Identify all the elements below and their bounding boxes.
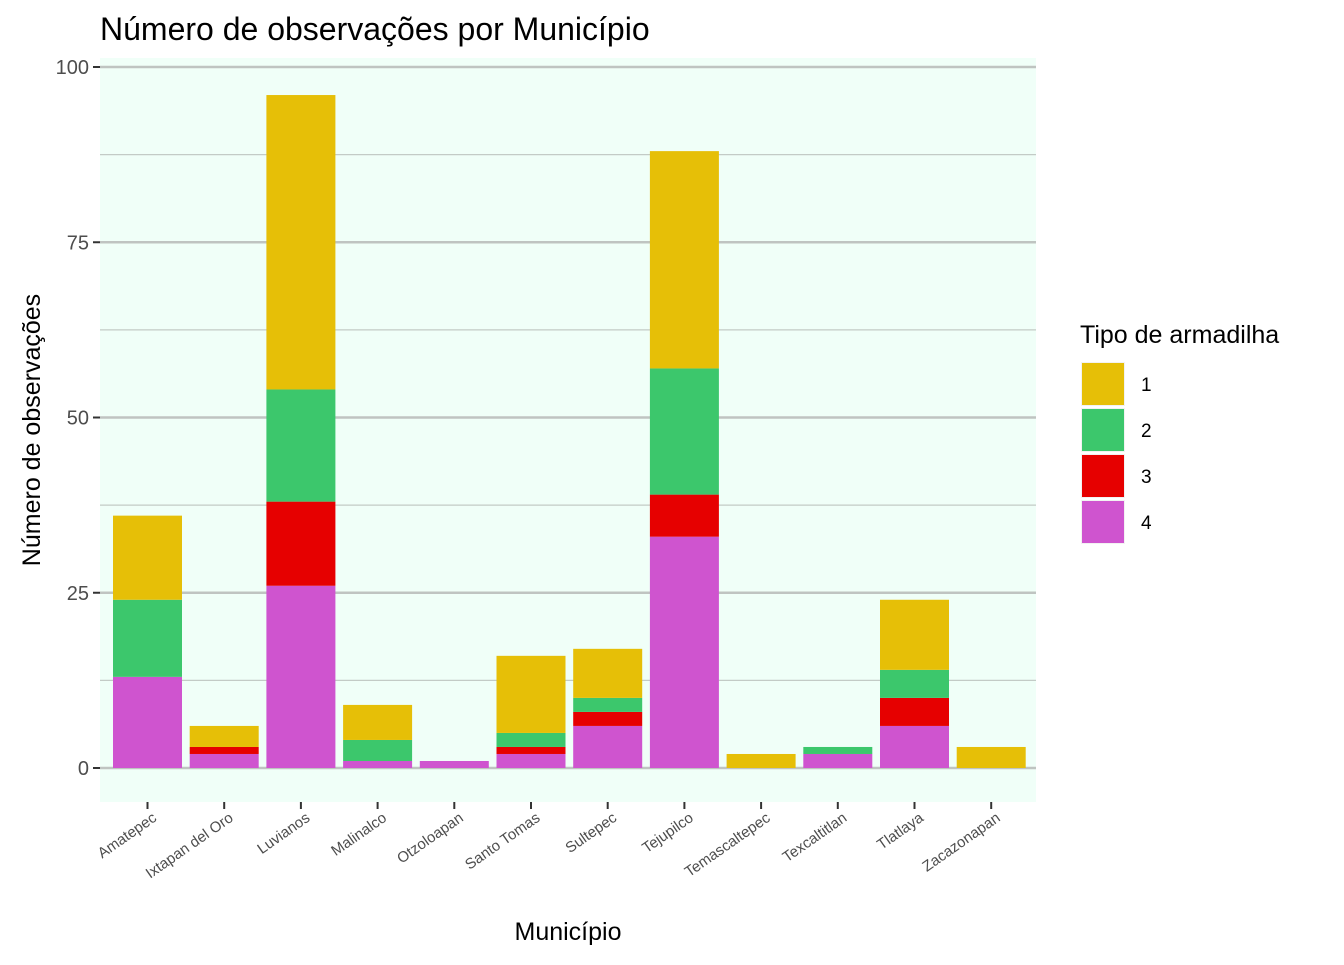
bar-segment xyxy=(419,760,489,768)
x-tick-label: Zacazonapan xyxy=(919,809,1003,875)
bar-segment xyxy=(266,585,336,768)
bar-segment xyxy=(266,501,336,586)
bar-segment xyxy=(189,746,259,754)
bar-segment xyxy=(113,599,182,677)
bar-segment xyxy=(113,515,182,600)
bar-segment xyxy=(649,494,719,537)
bar-segment xyxy=(266,389,336,502)
bar-segment xyxy=(880,599,949,670)
bar-segment xyxy=(880,669,949,698)
x-tick-label: Sultepec xyxy=(562,809,620,857)
bar-segment xyxy=(266,95,336,390)
bar-segment xyxy=(803,746,873,754)
y-axis: 0 25 50 75 100 xyxy=(56,57,100,780)
bar-segment xyxy=(573,648,643,698)
y-tick-label: 0 xyxy=(78,758,89,780)
legend-swatch xyxy=(1082,455,1124,497)
bar-segment xyxy=(649,151,719,369)
bar-segment xyxy=(880,725,949,768)
legend-label: 2 xyxy=(1141,421,1152,442)
grid-layer xyxy=(100,65,1036,770)
bar-segment xyxy=(726,753,796,768)
bar-segment xyxy=(573,725,643,768)
legend-label: 3 xyxy=(1141,467,1152,488)
legend-swatch xyxy=(1082,501,1124,543)
bar-segment xyxy=(496,732,566,747)
bar-segment xyxy=(496,746,566,754)
x-tick-label: Tejupilco xyxy=(639,809,697,856)
bar-segment xyxy=(189,725,259,747)
x-tick-label: Santo Tomas xyxy=(462,809,543,873)
bar-segment xyxy=(573,711,643,726)
bar-segment xyxy=(649,536,719,768)
bars-layer xyxy=(113,95,1026,768)
legend-label: 4 xyxy=(1141,513,1152,534)
x-axis-title: Município xyxy=(515,918,622,946)
x-tick-label: Amatepec xyxy=(95,809,160,862)
bar-segment xyxy=(343,704,413,740)
x-tick-label: Texcaltitlan xyxy=(780,809,851,865)
bar-segment xyxy=(496,655,566,733)
legend-swatch xyxy=(1082,363,1124,405)
y-tick-label: 75 xyxy=(67,232,89,254)
x-tick-label: Tlatlaya xyxy=(874,809,927,853)
legend-label: 1 xyxy=(1141,375,1152,396)
legend: Tipo de armadilha 1 2 3 4 xyxy=(1080,321,1279,544)
legend-swatch xyxy=(1082,409,1124,451)
bar-segment xyxy=(956,746,1026,768)
legend-title: Tipo de armadilha xyxy=(1080,321,1279,349)
x-tick-label: Temascaltepec xyxy=(682,809,774,881)
y-axis-title: Número de observações xyxy=(18,294,46,566)
bar-segment xyxy=(343,739,413,761)
bar-segment xyxy=(189,753,259,768)
bar-segment xyxy=(880,697,949,726)
y-tick-label: 100 xyxy=(56,57,89,79)
bar-segment xyxy=(343,760,413,768)
x-tick-label: Otzoloapan xyxy=(394,809,467,867)
bar-segment xyxy=(496,753,566,768)
y-tick-label: 25 xyxy=(67,583,89,605)
bar-segment xyxy=(649,368,719,495)
bar-segment xyxy=(803,753,873,768)
x-tick-label: Malinalco xyxy=(328,809,390,859)
bar-segment xyxy=(113,676,182,768)
bar-segment xyxy=(573,697,643,712)
x-tick-label: Luvianos xyxy=(254,809,313,857)
y-tick-label: 50 xyxy=(67,408,89,430)
chart-title: Número de observações por Município xyxy=(100,11,650,47)
